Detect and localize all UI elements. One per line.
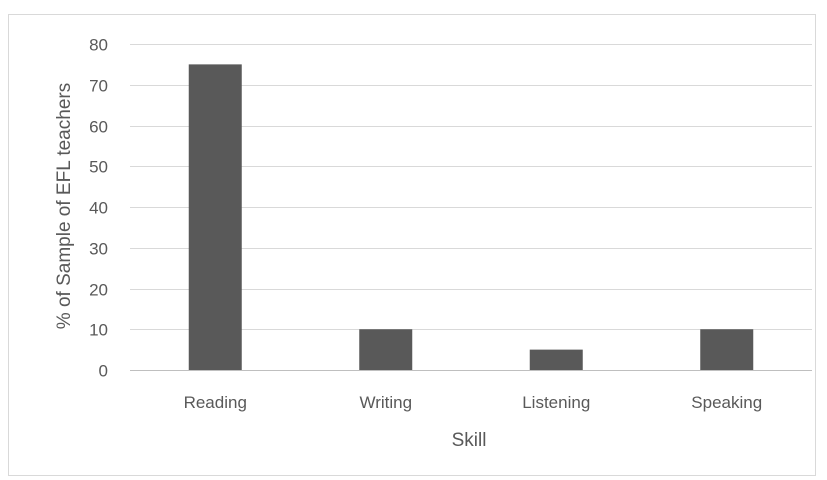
x-tick-label: Speaking: [691, 393, 762, 412]
x-axis-title: Skill: [452, 430, 487, 451]
x-axis-ticks: Reading Writing Listening Speaking: [184, 393, 763, 412]
x-tick-label: Writing: [359, 393, 412, 412]
x-tick-label: Listening: [522, 393, 590, 412]
bar-speaking: [700, 329, 754, 370]
y-tick-label: 30: [89, 240, 108, 259]
bar-reading: [188, 64, 242, 370]
y-tick-label: 60: [89, 118, 108, 137]
y-tick-label: 20: [89, 281, 108, 300]
y-axis-title: % of Sample of EFL teachers: [54, 83, 75, 329]
chart-frame: [8, 14, 816, 476]
x-tick-label: Reading: [184, 393, 247, 412]
bar-listening: [529, 349, 583, 370]
y-tick-label: 70: [89, 77, 108, 96]
y-tick-label: 50: [89, 158, 108, 177]
y-tick-label: 0: [99, 362, 108, 381]
bars: [188, 64, 754, 370]
grid-lines: [130, 44, 812, 371]
bar-writing: [359, 329, 413, 370]
y-tick-label: 40: [89, 199, 108, 218]
y-tick-label: 80: [89, 36, 108, 55]
y-tick-label: 10: [89, 321, 108, 340]
y-axis-ticks: 0 10 20 30 40 50 60 70 80: [89, 36, 108, 381]
